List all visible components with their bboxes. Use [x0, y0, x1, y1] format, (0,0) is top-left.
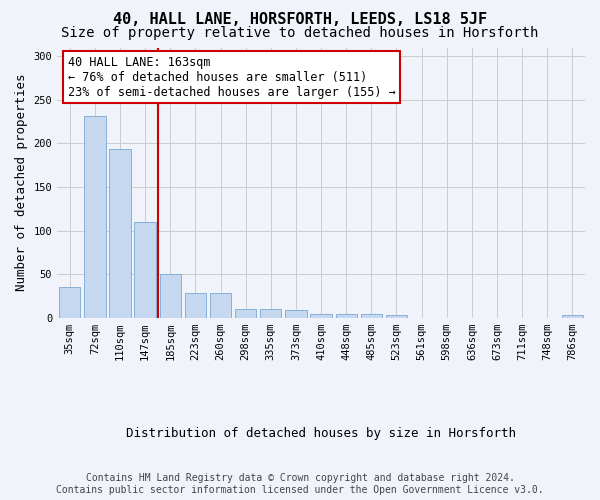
X-axis label: Distribution of detached houses by size in Horsforth: Distribution of detached houses by size …	[126, 427, 516, 440]
Bar	[260, 309, 281, 318]
Bar	[210, 292, 231, 318]
Bar	[361, 314, 382, 318]
Bar	[134, 222, 156, 318]
Text: 40 HALL LANE: 163sqm
← 76% of detached houses are smaller (511)
23% of semi-deta: 40 HALL LANE: 163sqm ← 76% of detached h…	[68, 56, 395, 98]
Bar	[310, 314, 332, 318]
Bar	[59, 286, 80, 318]
Bar	[84, 116, 106, 318]
Bar	[235, 309, 256, 318]
Text: 40, HALL LANE, HORSFORTH, LEEDS, LS18 5JF: 40, HALL LANE, HORSFORTH, LEEDS, LS18 5J…	[113, 12, 487, 28]
Bar	[335, 314, 357, 318]
Text: Contains HM Land Registry data © Crown copyright and database right 2024.
Contai: Contains HM Land Registry data © Crown c…	[56, 474, 544, 495]
Bar	[386, 316, 407, 318]
Y-axis label: Number of detached properties: Number of detached properties	[15, 74, 28, 292]
Bar	[285, 310, 307, 318]
Bar	[562, 316, 583, 318]
Text: Size of property relative to detached houses in Horsforth: Size of property relative to detached ho…	[61, 26, 539, 40]
Bar	[109, 148, 131, 318]
Bar	[185, 292, 206, 318]
Bar	[160, 274, 181, 318]
